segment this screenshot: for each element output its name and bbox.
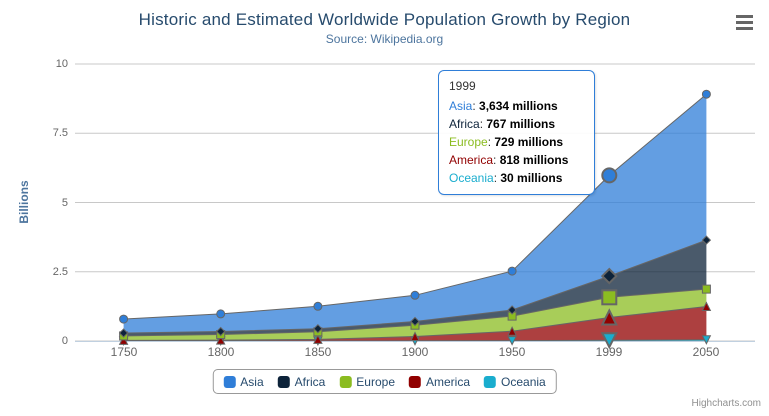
highcharts-credits-link[interactable]: Highcharts.com: [691, 398, 761, 409]
marker-asia-1950[interactable]: [507, 266, 517, 276]
context-menu-button[interactable]: [736, 14, 754, 31]
legend-swatch-asia-icon: [223, 375, 236, 388]
marker-africa-2050[interactable]: [701, 235, 712, 245]
x-axis-label: 2050: [692, 345, 720, 359]
area-africa[interactable]: [123, 240, 707, 336]
y-axis-label: 7.5: [52, 127, 68, 139]
legend-label: Europe: [356, 374, 396, 389]
tooltip-series-name: Africa: [449, 117, 486, 131]
marker-africa-1850[interactable]: [313, 323, 323, 334]
marker-europe-1999[interactable]: [601, 289, 618, 306]
legend-swatch-europe-icon: [339, 375, 352, 388]
tooltip-row: Africa767 millions: [449, 115, 584, 133]
marker-africa-1800[interactable]: [215, 326, 226, 337]
marker-asia-1750[interactable]: [119, 314, 129, 324]
marker-oceania-1950[interactable]: [507, 336, 517, 346]
tooltip-series-name: Oceania: [449, 171, 500, 185]
marker-america-1800[interactable]: [215, 334, 226, 345]
tooltip-row: Europe729 millions: [449, 133, 584, 151]
marker-america-1950[interactable]: [507, 326, 517, 336]
tooltip-series-value: 30 millions: [500, 171, 563, 185]
tooltip-header: 1999: [449, 79, 476, 93]
hamburger-icon: [736, 27, 753, 30]
tooltip-row: America818 millions: [449, 151, 584, 169]
marker-asia-1850[interactable]: [313, 301, 323, 311]
legend-item-oceania[interactable]: Oceania: [484, 375, 546, 389]
y-axis-label: 0: [61, 335, 68, 347]
area-asia[interactable]: [123, 94, 707, 333]
marker-europe-2050[interactable]: [701, 284, 711, 294]
legend-label: Africa: [294, 374, 326, 389]
tooltip-series-value: 818 millions: [499, 153, 569, 167]
area-america[interactable]: [123, 306, 707, 341]
marker-africa-1999[interactable]: [600, 267, 618, 285]
legend-item-america[interactable]: America: [409, 375, 470, 389]
chart-title: Historic and Estimated Worldwide Populat…: [138, 10, 631, 29]
tooltip-series-value: 3,634 millions: [479, 99, 558, 113]
x-axis-label: 1900: [401, 345, 429, 359]
legend-label: Oceania: [501, 374, 546, 389]
legend: Asia Africa Europe America Oceania: [212, 369, 557, 394]
tooltip-series-value: 767 millions: [486, 117, 556, 131]
legend-item-africa[interactable]: Africa: [277, 374, 326, 389]
chart-subtitle: Source: Wikipedia.org: [325, 32, 444, 46]
x-axis-label: 1750: [110, 345, 138, 359]
legend-label: Asia: [240, 374, 264, 389]
marker-america-2050[interactable]: [701, 301, 712, 311]
tooltip-series-name: Asia: [449, 99, 479, 113]
x-axis-label: 1999: [595, 345, 623, 359]
x-axis-label: 1850: [304, 345, 332, 359]
tooltip-series-name: America: [449, 153, 500, 167]
marker-america-1999[interactable]: [600, 308, 618, 326]
x-axis-label: 1950: [498, 345, 526, 359]
marker-africa-1900[interactable]: [410, 316, 420, 327]
marker-oceania-2050[interactable]: [701, 335, 712, 345]
legend-item-asia[interactable]: Asia: [223, 374, 264, 389]
legend-swatch-africa-icon: [277, 375, 290, 388]
marker-oceania-1999[interactable]: [600, 332, 618, 350]
tooltip-series-value: 729 millions: [494, 135, 564, 149]
legend-item-europe[interactable]: Europe: [339, 375, 395, 389]
hamburger-icon: [736, 15, 753, 18]
marker-africa-1950[interactable]: [507, 305, 517, 315]
tooltip: 1999 Asia3,634 millions Africa767 millio…: [438, 70, 595, 195]
hamburger-icon: [736, 21, 753, 24]
marker-america-1850[interactable]: [313, 334, 323, 344]
y-axis-label: 5: [61, 197, 68, 209]
marker-asia-2050[interactable]: [701, 89, 711, 99]
legend-swatch-america-icon: [409, 375, 422, 388]
marker-asia-1800[interactable]: [216, 309, 226, 319]
marker-america-1900[interactable]: [410, 331, 420, 341]
tooltip-row: Oceania30 millions: [449, 169, 584, 187]
marker-asia-1900[interactable]: [410, 290, 420, 300]
tooltip-row: Asia3,634 millions: [449, 97, 584, 115]
y-axis-label: 2.5: [52, 266, 68, 278]
tooltip-series-name: Europe: [449, 135, 494, 149]
legend-label: America: [426, 374, 471, 389]
legend-swatch-oceania-icon: [484, 375, 497, 388]
marker-africa-1750[interactable]: [118, 328, 129, 338]
x-axis-label: 1800: [207, 345, 235, 359]
y-axis-label: 10: [55, 58, 68, 70]
marker-asia-1999[interactable]: [601, 167, 618, 184]
